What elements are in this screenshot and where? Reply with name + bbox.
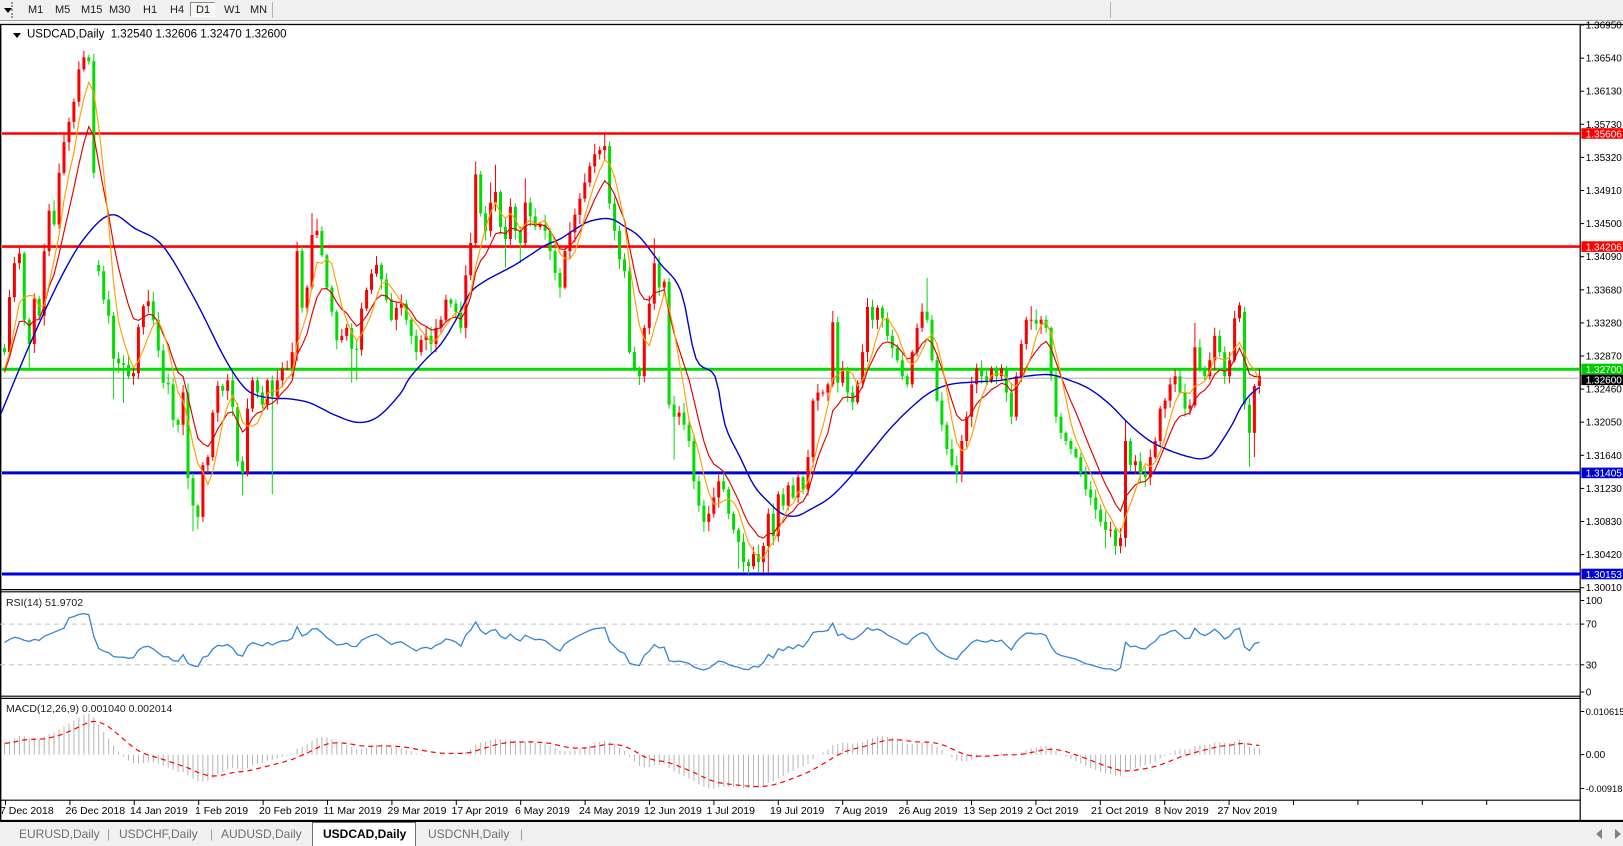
svg-text:8 Nov 2019: 8 Nov 2019	[1155, 805, 1209, 817]
svg-text:27 Nov 2019: 27 Nov 2019	[1218, 805, 1278, 817]
svg-text:1.30830: 1.30830	[1586, 517, 1623, 528]
svg-text:0.00: 0.00	[1586, 750, 1606, 761]
svg-text:19 Jul 2019: 19 Jul 2019	[770, 805, 824, 817]
svg-text:13 Sep 2019: 13 Sep 2019	[964, 805, 1024, 817]
svg-text:1.34500: 1.34500	[1586, 219, 1623, 230]
svg-text:24 May 2019: 24 May 2019	[579, 805, 640, 817]
svg-text:26 Aug 2019: 26 Aug 2019	[899, 805, 958, 817]
svg-text:1.35320: 1.35320	[1586, 153, 1623, 164]
svg-text:1.30010: 1.30010	[1586, 583, 1623, 594]
svg-text:1 Feb 2019: 1 Feb 2019	[195, 805, 248, 817]
svg-text:17 Apr 2019: 17 Apr 2019	[452, 805, 509, 817]
svg-text:1.31405: 1.31405	[1586, 469, 1623, 480]
svg-text:7 Aug 2019: 7 Aug 2019	[835, 805, 888, 817]
svg-text:1.32700: 1.32700	[1586, 365, 1623, 376]
svg-text:1.32870: 1.32870	[1586, 352, 1623, 363]
svg-text:1.34910: 1.34910	[1586, 186, 1623, 197]
svg-text:12 Jun 2019: 12 Jun 2019	[644, 805, 702, 817]
svg-text:1 Jul 2019: 1 Jul 2019	[707, 805, 756, 817]
svg-text:USDCAD,Daily 1.32540 1.32606: USDCAD,Daily 1.32540 1.32606 1.32470 1.3…	[27, 29, 287, 41]
svg-text:1.30420: 1.30420	[1586, 550, 1623, 561]
svg-text:1.32050: 1.32050	[1586, 418, 1623, 429]
svg-text:14 Jan 2019: 14 Jan 2019	[130, 805, 188, 817]
svg-text:1.36950: 1.36950	[1586, 21, 1623, 32]
svg-text:30: 30	[1586, 660, 1598, 671]
svg-text:7 Dec 2018: 7 Dec 2018	[0, 805, 54, 817]
svg-text:1.32600: 1.32600	[1586, 376, 1623, 387]
svg-text:1.35730: 1.35730	[1586, 120, 1623, 131]
svg-text:20 Feb 2019: 20 Feb 2019	[259, 805, 318, 817]
svg-text:1.34206: 1.34206	[1586, 242, 1623, 253]
svg-text:26 Dec 2018: 26 Dec 2018	[66, 805, 126, 817]
svg-text:1.36540: 1.36540	[1586, 54, 1623, 65]
svg-text:1.31230: 1.31230	[1586, 484, 1623, 495]
svg-text:6 May 2019: 6 May 2019	[515, 805, 570, 817]
svg-text:1.35606: 1.35606	[1586, 129, 1623, 140]
svg-text:0.010615: 0.010615	[1586, 707, 1623, 717]
svg-text:1.33680: 1.33680	[1586, 285, 1623, 296]
svg-text:29 Mar 2019: 29 Mar 2019	[388, 805, 447, 817]
svg-text:MACD(12,26,9) 0.001040 0.00201: MACD(12,26,9) 0.001040 0.002014	[6, 703, 173, 715]
svg-text:100: 100	[1586, 596, 1603, 607]
svg-text:1.34090: 1.34090	[1586, 252, 1623, 263]
svg-text:0: 0	[1586, 688, 1592, 699]
svg-text:1.32460: 1.32460	[1586, 385, 1623, 396]
svg-text:1.36130: 1.36130	[1586, 87, 1623, 98]
svg-text:70: 70	[1586, 620, 1598, 631]
svg-text:11 Mar 2019: 11 Mar 2019	[324, 805, 382, 817]
svg-text:1.30153: 1.30153	[1586, 570, 1623, 581]
svg-text:2 Oct 2019: 2 Oct 2019	[1027, 805, 1079, 817]
svg-text:1.31640: 1.31640	[1586, 451, 1623, 462]
svg-text:1.33280: 1.33280	[1586, 318, 1623, 329]
svg-text:RSI(14) 51.9702: RSI(14) 51.9702	[6, 597, 83, 609]
svg-text:21 Oct 2019: 21 Oct 2019	[1091, 805, 1148, 817]
